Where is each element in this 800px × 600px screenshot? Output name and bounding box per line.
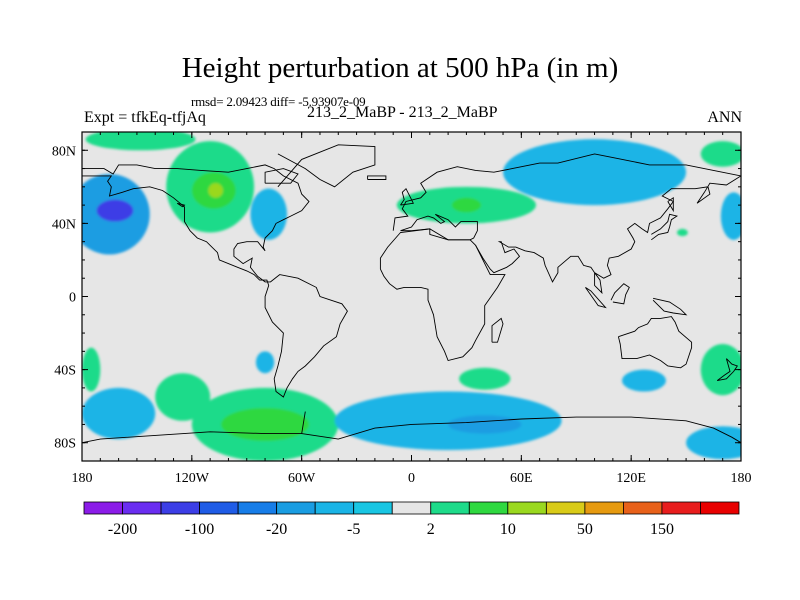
coastline (652, 297, 688, 316)
left-label: Expt = tfkEq-tfjAq (84, 109, 206, 126)
colorbar-box (507, 501, 547, 515)
contour-region (700, 344, 741, 396)
colorbar-label: -100 (185, 521, 214, 538)
contour-region (720, 192, 741, 240)
colorbar-label: 150 (650, 521, 674, 538)
chart-title: Height perturbation at 500 hPa (in m) (181, 52, 619, 84)
coastline (277, 144, 376, 188)
contour-region (255, 351, 275, 374)
contour-region (82, 387, 156, 440)
colorbar-label: 10 (500, 521, 516, 538)
coastline (176, 202, 186, 208)
x-tick-label: 120E (616, 471, 646, 486)
center-label: 213_2_MaBP - 213_2_MaBP (307, 104, 498, 121)
coastline (491, 317, 504, 343)
stats-label: rmsd= 2.09423 diff= -5.93907e-09 (191, 94, 366, 109)
coastline (617, 316, 693, 369)
colorbar-box (584, 501, 624, 515)
coastline (367, 175, 387, 180)
x-tick-label: 60E (510, 471, 533, 486)
coastline (400, 213, 478, 241)
colorbar-box (199, 501, 239, 515)
colorbar-label: -5 (347, 521, 360, 538)
colorbar-box (468, 501, 509, 515)
coastline (82, 164, 348, 398)
contour-region (221, 407, 309, 441)
coastline (610, 283, 630, 305)
colorbar: -200 -100 -20 -5 2 10 50 150 (83, 501, 740, 538)
coastlines (82, 144, 741, 444)
y-tick-label: 80S (54, 437, 76, 452)
coastline (264, 168, 299, 184)
coastline (585, 287, 607, 309)
colorbar-box (83, 501, 123, 515)
contour-region (208, 183, 223, 198)
y-tick-label: 80N (52, 144, 76, 159)
colorbar-box (122, 501, 162, 515)
contour-region (85, 132, 196, 151)
colorbar-label: -200 (108, 521, 137, 538)
contour-region (686, 426, 741, 460)
contour-region (448, 415, 522, 434)
colorbar-box (391, 501, 432, 515)
contour-region (459, 367, 511, 390)
contour-region (700, 141, 741, 167)
colorbar-box (314, 501, 355, 515)
contour-region (250, 188, 288, 240)
x-tick-label: 180 (72, 471, 93, 486)
contour-region (96, 199, 134, 222)
colorbar-box (276, 501, 316, 515)
contour-region (155, 373, 211, 421)
colorbar-box (353, 501, 393, 515)
x-tick-label: 60W (288, 471, 316, 486)
colorbar-label: 50 (577, 521, 593, 538)
colorbar-label: 2 (427, 521, 435, 538)
contour-region (334, 391, 562, 451)
coastline (400, 187, 414, 206)
coastline (301, 416, 741, 444)
y-tick-label: 0 (69, 291, 76, 306)
contour-region (82, 347, 101, 392)
coastline (379, 228, 506, 362)
right-label: ANN (707, 109, 742, 126)
coastline (667, 196, 674, 213)
x-tick-label: 0 (408, 471, 415, 486)
coastline (651, 213, 679, 241)
y-tick-label: 40N (52, 217, 76, 232)
x-tick-label: 120W (175, 471, 210, 486)
x-tick-label: 180 (731, 471, 752, 486)
colorbar-box (623, 501, 663, 515)
contour-fills (82, 132, 741, 461)
axis-ticks: 180 120W 60W 0 60E 120E 180 80N 40N 0 40S 80S (52, 131, 752, 486)
coastline (475, 175, 741, 295)
coastline (716, 358, 738, 382)
colorbar-box (700, 501, 740, 515)
colorbar-box (160, 501, 200, 515)
contour-region (622, 369, 666, 392)
contour-region (676, 228, 688, 237)
colorbar-box (237, 501, 278, 515)
y-tick-label: 40S (54, 364, 76, 379)
colorbar-label: -20 (266, 521, 287, 538)
contour-region (503, 139, 687, 206)
coastline (392, 153, 741, 231)
contour-region (451, 197, 482, 213)
colorbar-box (430, 501, 470, 515)
colorbar-box (661, 501, 701, 515)
colorbar-box (545, 501, 586, 515)
